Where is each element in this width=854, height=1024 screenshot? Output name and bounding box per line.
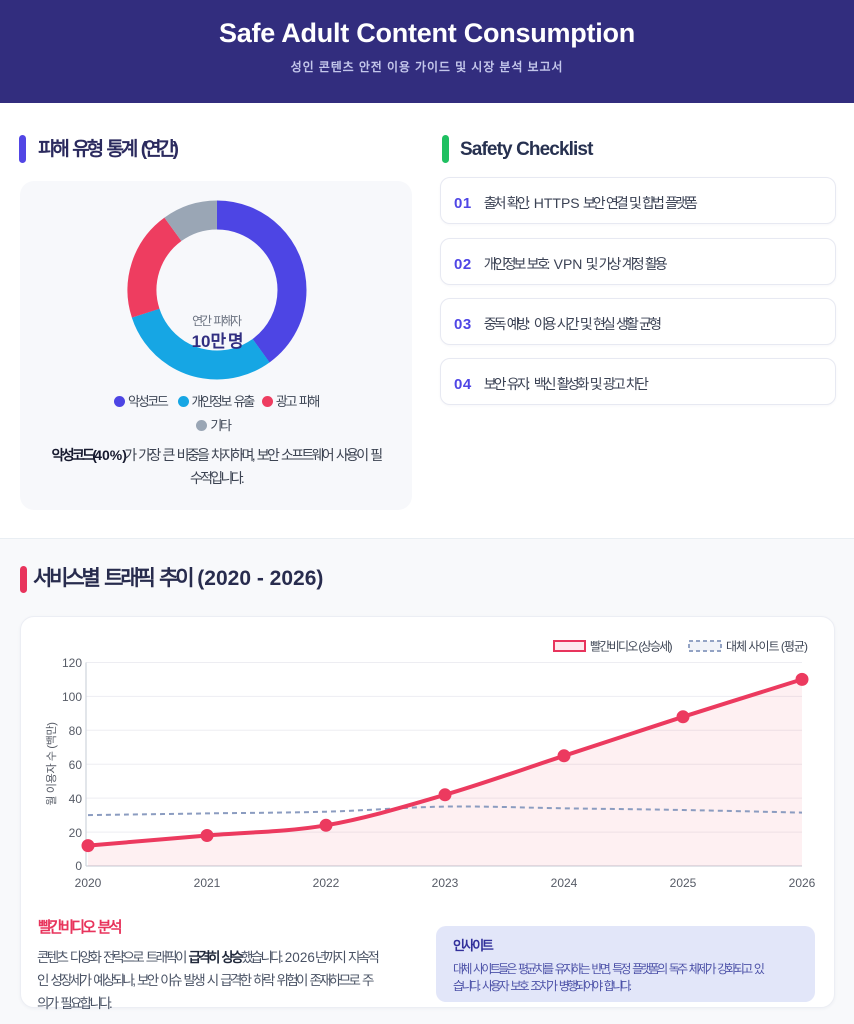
svg-text:2025: 2025: [670, 876, 697, 890]
svg-text:100: 100: [62, 690, 82, 704]
svg-text:20: 20: [69, 826, 83, 840]
svg-text:대체 사이트 (평균): 대체 사이트 (평균): [726, 640, 808, 654]
svg-text:2023: 2023: [432, 876, 459, 890]
svg-text:2024: 2024: [551, 876, 578, 890]
svg-text:40: 40: [69, 792, 83, 806]
svg-text:2021: 2021: [194, 876, 221, 890]
svg-text:0: 0: [75, 859, 82, 873]
svg-text:빨간비디오 (상승세): 빨간비디오 (상승세): [590, 640, 673, 654]
svg-text:2026: 2026: [789, 876, 816, 890]
svg-text:60: 60: [69, 758, 83, 772]
svg-text:월 이용자 수 (백만): 월 이용자 수 (백만): [45, 722, 58, 805]
svg-text:2020: 2020: [75, 876, 102, 890]
svg-text:120: 120: [62, 656, 82, 670]
svg-text:2022: 2022: [313, 876, 340, 890]
svg-text:80: 80: [69, 724, 83, 738]
